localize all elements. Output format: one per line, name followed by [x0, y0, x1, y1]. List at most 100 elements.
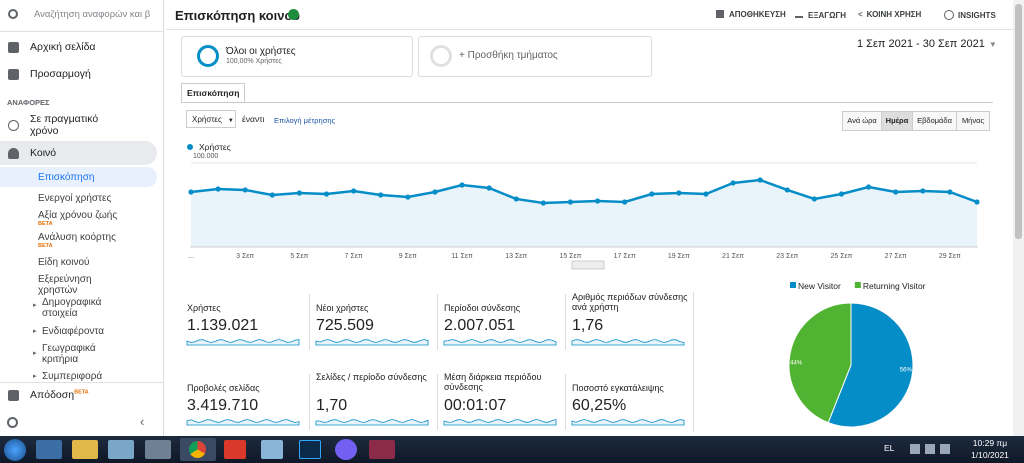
taskbar-app[interactable]	[145, 440, 171, 459]
line-point	[594, 198, 601, 204]
save-button[interactable]: ΑΠΟΘΗΚΕΥΣΗ	[716, 10, 786, 19]
nav-item[interactable]: Ενεργοί χρήστες	[38, 193, 112, 204]
nav-item[interactable]: Αξία χρόνου ζωής BETA	[38, 210, 128, 228]
page-title: Επισκόπηση κοινού	[175, 8, 300, 23]
taskbar-app[interactable]	[108, 440, 134, 459]
line-point	[296, 190, 303, 196]
nav-realtime[interactable]: Σε πραγματικό χρόνο	[30, 113, 99, 137]
line-point	[838, 191, 845, 197]
segment-detail: 100,00% Χρήστες	[226, 58, 282, 65]
nav-item[interactable]: Ανάλυση κοόρτης BETA	[38, 232, 128, 250]
nav-item[interactable]: Συμπεριφορά	[42, 371, 103, 382]
nav-home[interactable]: Αρχική σελίδα	[30, 41, 96, 53]
line-point	[242, 187, 248, 193]
search-icon	[8, 9, 18, 19]
clock-time: 10:29 πμ	[972, 438, 1008, 448]
taskbar-app[interactable]	[224, 440, 246, 459]
line-point	[215, 186, 221, 192]
expand-arrow: ▸	[33, 328, 37, 335]
metric-separator	[565, 374, 566, 430]
taskbar-app[interactable]	[335, 439, 357, 460]
share-button[interactable]: < ΚΟΙΝΗ ΧΡΗΣΗ	[858, 10, 922, 19]
metric-label: Αριθμός περιόδων σύνδεσης ανά χρήστη	[572, 292, 688, 312]
divider	[0, 382, 163, 383]
button-label: ΚΟΙΝΗ ΧΡΗΣΗ	[866, 10, 922, 19]
granularity-button[interactable]: Μήνας	[956, 111, 990, 131]
date-range[interactable]: 1 Σεπ 2021 - 30 Σεπ 2021 ▼	[857, 38, 997, 50]
x-tick-label: 19 Σεπ	[668, 253, 690, 260]
nav-attribution[interactable]: ΑπόδοσηBETA	[30, 389, 89, 401]
taskbar-app[interactable]	[180, 438, 216, 461]
badge: BETA	[74, 389, 89, 396]
nav-item[interactable]: Εξερεύνηση χρηστών	[38, 274, 92, 296]
nav-item-label: Αξία χρόνου ζωής	[38, 210, 118, 221]
nav-item[interactable]: Επισκόπηση	[38, 172, 95, 183]
metric-value: 60,25%	[572, 397, 627, 414]
divider	[0, 31, 163, 32]
badge: BETA	[38, 243, 53, 249]
metric-value: 1.139.021	[187, 317, 259, 334]
verified-icon	[288, 9, 299, 20]
metric-label: Μέση διάρκεια περιόδου σύνδεσης	[444, 372, 542, 392]
select-metric-link[interactable]: Επιλογή μέτρησης	[274, 116, 336, 125]
insights-button[interactable]: INSIGHTS	[944, 10, 996, 20]
collapse-handle[interactable]	[571, 260, 605, 270]
segment-card[interactable]: Όλοι οι χρήστες 100,00% Χρήστες	[181, 36, 413, 77]
nav-item[interactable]: Ενδιαφέροντα	[42, 326, 105, 337]
granularity-button[interactable]: Ημέρα	[881, 111, 913, 131]
nav-audience[interactable]: Κοινό	[30, 147, 57, 159]
line-point	[351, 188, 357, 194]
tab[interactable]: Επισκόπηση	[181, 83, 246, 103]
line-point	[486, 185, 492, 191]
language[interactable]: EL	[884, 443, 895, 453]
nav-item-label: Ανάλυση κοόρτης	[38, 232, 116, 243]
segment-icon	[430, 45, 452, 67]
add-segment[interactable]: + Προσθήκη τμήματος	[418, 36, 652, 77]
metric-value: 2.007.051	[444, 317, 516, 334]
sidebar: Αναζήτηση αναφορών και β Αρχική σελίδα Π…	[0, 0, 164, 436]
search-input[interactable]: Αναζήτηση αναφορών και β	[34, 9, 151, 20]
settings-icon[interactable]	[7, 417, 18, 428]
taskbar-app[interactable]	[261, 440, 283, 459]
nav-item[interactable]: Δημογραφικά στοιχεία	[42, 297, 102, 319]
metric-separator	[437, 294, 438, 350]
audience-icon	[8, 148, 19, 159]
metric-value: 3.419.710	[187, 397, 259, 414]
divider	[166, 29, 1013, 30]
line-point	[893, 189, 899, 195]
taskbar-app[interactable]	[299, 440, 321, 459]
metric-select[interactable]: Χρήστες ▼	[186, 110, 236, 128]
export-button[interactable]: ΕΞΑΓΩΓΗ	[795, 10, 846, 20]
legend-label: New Visitor	[798, 281, 841, 291]
nav-customization[interactable]: Προσαρμογή	[30, 68, 91, 80]
metric-value: 1,76	[572, 317, 604, 334]
sparkline	[186, 339, 300, 346]
x-tick-label: 25 Σεπ	[830, 253, 852, 260]
start-button[interactable]	[4, 439, 26, 461]
versus-label: έναντι	[242, 114, 265, 124]
nav-item[interactable]: Γεωγραφικά κριτήρια	[42, 343, 96, 365]
x-tick-label: 9 Σεπ	[399, 253, 417, 260]
x-tick-label: 7 Σεπ	[345, 253, 363, 260]
taskbar-app[interactable]	[369, 440, 395, 459]
collapse-button[interactable]: ‹	[140, 414, 145, 429]
sparkline	[571, 339, 685, 346]
scrollbar[interactable]	[1013, 0, 1024, 436]
line-point	[811, 196, 817, 202]
sparkline	[186, 419, 300, 426]
metric-label: Χρήστες	[187, 303, 221, 313]
line-point	[540, 200, 546, 206]
nav-item[interactable]: Είδη κοινού	[38, 257, 90, 268]
legend-marker	[790, 282, 796, 288]
section-label: ΑΝΑΦΟΡΕΣ	[7, 98, 50, 107]
nav-highlight	[0, 141, 157, 165]
taskbar-app[interactable]	[36, 440, 62, 459]
line-point	[513, 196, 519, 202]
line-point	[405, 194, 411, 200]
legend-label: Χρήστες	[199, 142, 231, 152]
legend-label: Returning Visitor	[863, 281, 926, 291]
line-point	[622, 199, 628, 205]
taskbar-app[interactable]	[72, 440, 98, 459]
